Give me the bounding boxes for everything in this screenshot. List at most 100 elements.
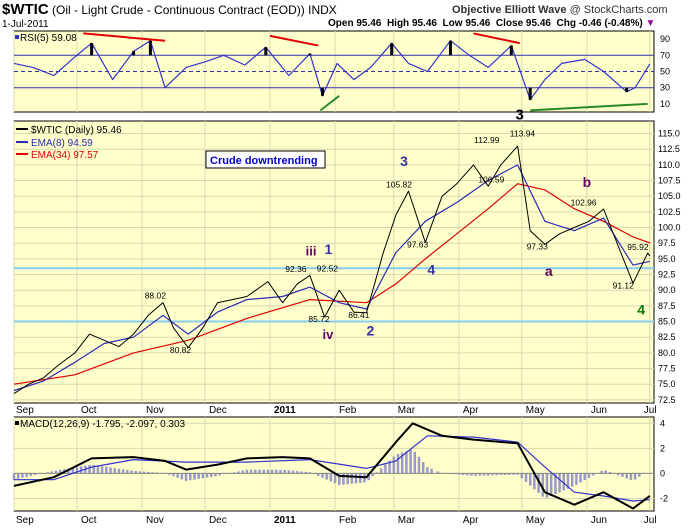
low-label: Low: [442, 18, 463, 29]
price-label: 92.36: [285, 264, 307, 274]
rsi-trendline-red: [473, 32, 520, 45]
x-tick-label-macd: Nov: [146, 515, 164, 526]
price-tick-label: 85.0: [658, 317, 676, 327]
price-label: 95.92: [627, 242, 649, 252]
rsi-line: [13, 40, 651, 101]
open-value: 95.46: [356, 18, 382, 29]
price-tick-label: 115.0: [658, 129, 680, 139]
price-tick-label: 82.5: [658, 332, 676, 342]
ema8-line: [13, 164, 650, 392]
x-tick-label-macd: Jun: [591, 515, 607, 526]
high-value: 95.46: [411, 18, 437, 29]
price-label: 91.12: [613, 280, 635, 290]
exchange: INDX: [308, 3, 337, 17]
rsi-trendline-green: [319, 95, 340, 112]
instrument-name: (Oil - Light Crude - Continuous Contract…: [52, 3, 305, 17]
annotation-box: [205, 150, 326, 169]
rsi-title-marker: [15, 35, 19, 39]
x-tick-label-macd: Oct: [81, 515, 97, 526]
x-tick-label-price: Apr: [463, 405, 479, 416]
legend-ema8-swatch: [16, 141, 28, 143]
x-tick-label-macd: Sep: [16, 515, 34, 526]
rsi-series: [13, 40, 651, 101]
chg-label: Chg: [556, 18, 576, 29]
price-label: 102.96: [571, 198, 597, 208]
wave-label: iii: [306, 244, 317, 259]
wave-label: 3: [516, 107, 524, 124]
rsi-trendline-red: [269, 34, 319, 47]
price-label: 92.52: [317, 263, 339, 273]
legend-ema8: EMA(8) 94.59: [31, 138, 93, 149]
high-label: High: [386, 18, 410, 29]
price-tick-label: 95.0: [658, 254, 676, 264]
header-ohlc: Open 95.46 High 95.46 Low 95.46 Close 95…: [328, 18, 655, 29]
x-tick-label-macd: 2011: [274, 515, 296, 526]
annotation-box-text: Crude downtrending: [210, 155, 318, 167]
price-label: 85.72: [308, 314, 330, 324]
wave-label: 4: [427, 262, 435, 278]
horizontal-lines: [14, 267, 654, 323]
price-label: 80.82: [170, 345, 192, 355]
x-tick-label-macd: Apr: [463, 515, 479, 526]
wave-label: 1: [325, 241, 333, 257]
price-panel: [13, 120, 655, 404]
rsi-tick-label: 30: [660, 83, 670, 93]
legend-price-swatch: [16, 128, 28, 130]
macd-series: [12, 422, 654, 510]
price-label: 112.99: [474, 135, 500, 145]
x-tick-label-price: Jun: [591, 405, 607, 416]
rsi-tick-label: 10: [660, 99, 670, 109]
wave-label: a: [545, 263, 553, 279]
macd-title-marker: [15, 421, 19, 425]
price-tick-label: 102.5: [658, 207, 681, 217]
close-value: 95.46: [525, 18, 551, 29]
header-watermark: Objective Elliott Wave @ StockCharts.com: [452, 4, 668, 16]
x-tick-label-price: Oct: [81, 405, 97, 416]
macd-line: [13, 422, 651, 510]
price-tick-label: 97.5: [658, 238, 676, 248]
x-tick-label-macd: Mar: [398, 515, 416, 526]
wave-label: 4: [637, 302, 645, 318]
price-line: [13, 145, 651, 395]
axis-ticks: Sep Sep Oct Oct Nov Nov Dec Dec 2011 2011 Feb Feb Ma…: [16, 34, 681, 526]
x-tick-label-price: Dec: [209, 405, 227, 416]
x-tick-label-price: Mar: [398, 405, 416, 416]
x-tick-label-price: Jul: [644, 405, 657, 416]
price-label: 88.02: [145, 290, 167, 300]
x-tick-label-price: May: [526, 405, 545, 416]
annotation-labels: 88.02 80.82 92.36 85.72 92.52 86.41 105.82 97.6…: [145, 107, 649, 355]
low-value: 95.46: [465, 18, 491, 29]
source: @ StockCharts.com: [569, 4, 668, 16]
price-tick-label: 112.5: [658, 144, 680, 154]
wave-label: 3: [400, 153, 408, 169]
price-tick-label: 107.5: [658, 176, 681, 186]
price-tick-label: 90.0: [658, 285, 676, 295]
rsi-trendline-red: [83, 32, 166, 42]
price-tick-label: 72.5: [658, 395, 676, 405]
macd-title: MACD(12,26,9) -1.795, -2.097, 0.303: [20, 419, 186, 430]
wave-label: b: [583, 174, 592, 190]
price-label: 106.59: [478, 174, 504, 184]
price-label: 97.63: [407, 240, 429, 250]
legend-ema34-swatch: [16, 153, 28, 155]
price-tick-label: 80.0: [658, 348, 676, 358]
x-tick-label-price: Feb: [339, 405, 357, 416]
price-label: 86.41: [348, 310, 370, 320]
macd-signal-line: [14, 435, 650, 502]
x-tick-label-macd: Dec: [209, 515, 227, 526]
price-tick-label: 87.5: [658, 301, 676, 311]
rsi-tick-label: 50: [660, 67, 670, 77]
macd-tick-label: 2: [660, 443, 665, 453]
rsi-trendline-green: [530, 102, 648, 112]
x-tick-label-macd: May: [526, 515, 545, 526]
price-tick-label: 77.5: [658, 364, 676, 374]
rsi-tick-label: 70: [660, 50, 670, 60]
price-tick-label: 110.0: [658, 160, 680, 170]
x-tick-label-macd: Jul: [644, 515, 657, 526]
wave-label: iv: [322, 327, 334, 342]
ema34-line: [13, 183, 650, 385]
price-tick-label: 92.5: [658, 270, 676, 280]
x-tick-label-price: Nov: [146, 405, 164, 416]
price-series: [13, 145, 651, 395]
